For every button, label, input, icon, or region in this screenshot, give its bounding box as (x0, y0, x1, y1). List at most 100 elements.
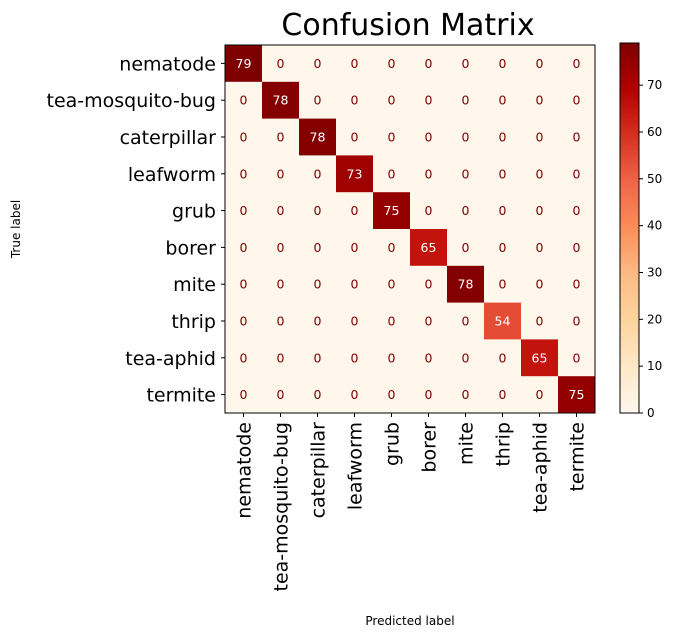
cell-value-label: 0 (314, 240, 322, 255)
heatmap-cell (447, 45, 485, 83)
heatmap-cell (484, 376, 522, 414)
cell-value-label: 0 (388, 387, 396, 402)
heatmap-cell (225, 155, 263, 193)
cell-value-label: 0 (499, 93, 507, 108)
cell-value-label: 0 (351, 203, 359, 218)
x-tick-labels: nematode tea-mosquito-bug caterpillar leafw… (234, 413, 589, 592)
cell-value-label: 0 (351, 130, 359, 145)
cell-value-label: 78 (458, 277, 474, 292)
heatmap-cell (558, 192, 596, 230)
cell-value-label: 0 (388, 93, 396, 108)
cell-value-label: 0 (536, 387, 544, 402)
cell-value-label: 0 (573, 56, 581, 71)
heatmap-cell (484, 229, 522, 267)
heatmap-cell (262, 302, 300, 340)
heatmap-cell (521, 339, 559, 377)
y-tick-label: tea-mosquito-bug (47, 90, 217, 112)
cell-value-label: 0 (425, 350, 433, 365)
heatmap-cells: 79 0 0 0 0 0 0 0 0 0 0 78 0 0 0 0 0 0 0 0 0 0 78 0 0 0 0 0 0 0 0 0 0 73 0 0… (225, 45, 596, 414)
cell-value-label: 0 (277, 314, 285, 329)
colorbar-gradient (619, 42, 640, 414)
cell-value-label: 0 (388, 277, 396, 292)
cell-value-label: 0 (425, 314, 433, 329)
y-tick-label: thrip (171, 311, 216, 333)
cell-value-label: 0 (277, 166, 285, 181)
y-tick-label: nematode (119, 53, 216, 75)
heatmap-cell (521, 118, 559, 156)
cell-value-label: 0 (499, 130, 507, 145)
heatmap-cell (484, 45, 522, 83)
colorbar-tick-label: 0 (647, 406, 655, 420)
heatmap-cell (447, 339, 485, 377)
heatmap-cell (521, 45, 559, 83)
cell-value-label: 0 (573, 203, 581, 218)
cell-value-label: 0 (425, 387, 433, 402)
heatmap-cell (410, 339, 448, 377)
heatmap-cell (521, 376, 559, 414)
heatmap-cell (447, 229, 485, 267)
cell-value-label: 0 (240, 314, 248, 329)
y-tick-label: tea-aphid (125, 348, 216, 370)
cell-value-label: 0 (462, 240, 470, 255)
cell-value-label: 0 (536, 240, 544, 255)
heatmap-cell (225, 229, 263, 267)
cell-value-label: 0 (314, 350, 322, 365)
heatmap-cell (299, 192, 337, 230)
heatmap-cell (262, 376, 300, 414)
colorbar: 0 10 20 30 40 50 60 70 (619, 42, 662, 420)
heatmap-cell (336, 81, 374, 120)
colorbar-tick-label: 10 (647, 359, 662, 373)
cell-value-label: 0 (277, 203, 285, 218)
x-tick-label: caterpillar (308, 422, 330, 519)
heatmap-cell (336, 265, 374, 304)
heatmap-cell (558, 229, 596, 267)
heatmap-cell (558, 118, 596, 156)
heatmap-cell (521, 81, 559, 120)
heatmap-cell (225, 118, 263, 156)
heatmap-cell (299, 265, 337, 304)
cell-value-label: 0 (499, 387, 507, 402)
cell-value-label: 0 (462, 56, 470, 71)
cell-value-label: 0 (499, 203, 507, 218)
cell-value-label: 0 (240, 240, 248, 255)
cell-value-label: 0 (536, 93, 544, 108)
cell-value-label: 0 (462, 203, 470, 218)
cell-value-label: 0 (536, 56, 544, 71)
cell-value-label: 0 (351, 56, 359, 71)
heatmap-cell (558, 302, 596, 340)
cell-value-label: 0 (314, 387, 322, 402)
heatmap-cell (373, 376, 411, 414)
heatmap-cell (262, 265, 300, 304)
heatmap-cell (299, 339, 337, 377)
cell-value-label: 73 (347, 166, 363, 181)
cell-value-label: 78 (273, 93, 289, 108)
cell-value-label: 0 (462, 350, 470, 365)
cell-value-label: 0 (314, 166, 322, 181)
heatmap-cell (262, 155, 300, 193)
cell-value-label: 75 (384, 203, 400, 218)
cell-value-label: 0 (351, 93, 359, 108)
cell-value-label: 0 (240, 93, 248, 108)
heatmap-cell (484, 302, 522, 340)
heatmap-cell (373, 339, 411, 377)
cell-value-label: 0 (351, 277, 359, 292)
heatmap-cell (558, 45, 596, 83)
heatmap-cell (225, 339, 263, 377)
cell-value-label: 0 (277, 350, 285, 365)
heatmap-cell (447, 376, 485, 414)
cell-value-label: 0 (462, 387, 470, 402)
cell-value-label: 0 (240, 277, 248, 292)
heatmap-cell (447, 118, 485, 156)
cell-value-label: 0 (388, 130, 396, 145)
heatmap-cell (299, 118, 337, 156)
heatmap-cell (299, 81, 337, 120)
colorbar-tick-label: 60 (647, 125, 662, 139)
cell-value-label: 0 (314, 93, 322, 108)
cell-value-label: 0 (573, 130, 581, 145)
heatmap-cell (558, 376, 596, 414)
cell-value-label: 0 (314, 203, 322, 218)
y-tick-label: termite (146, 385, 216, 407)
heatmap-cell (336, 229, 374, 267)
heatmap-cell (410, 229, 448, 267)
cell-value-label: 0 (573, 350, 581, 365)
